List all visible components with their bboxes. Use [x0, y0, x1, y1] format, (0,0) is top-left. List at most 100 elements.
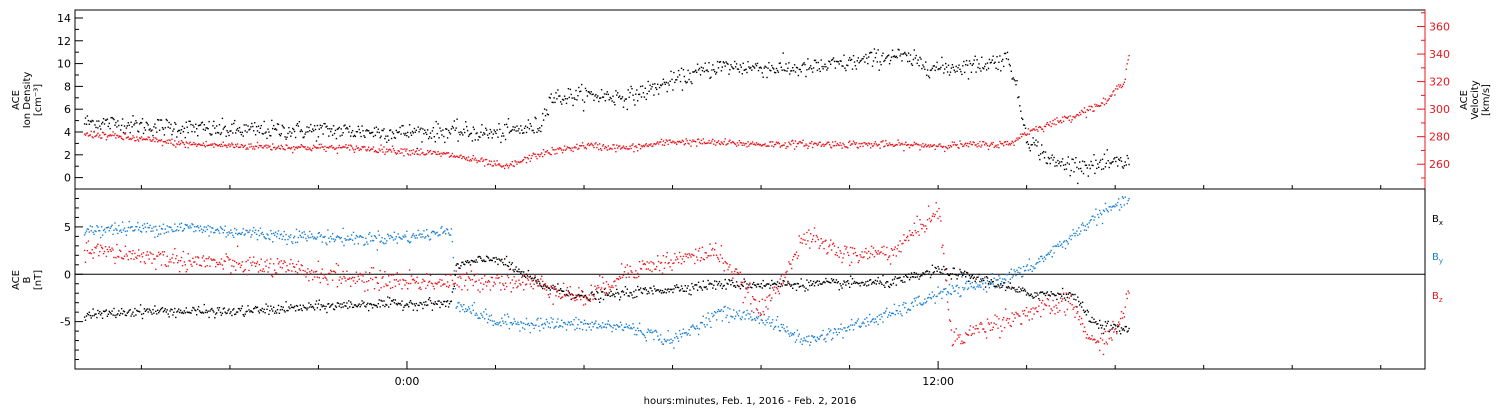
data-point-velocity — [688, 143, 690, 145]
data-point-velocity — [296, 147, 299, 149]
data-point-velocity — [973, 141, 975, 144]
data-point-density — [710, 76, 712, 78]
data-point-velocity — [1112, 91, 1114, 93]
data-point-by — [1068, 237, 1070, 240]
data-point-velocity — [589, 144, 591, 146]
data-point-density — [601, 96, 604, 98]
data-point-velocity — [459, 155, 461, 157]
data-point-bz — [150, 252, 152, 255]
data-point-density — [324, 123, 326, 125]
data-point-bx — [125, 314, 128, 317]
data-point-by — [128, 220, 130, 223]
data-point-by — [872, 318, 875, 320]
data-point-bx — [1049, 295, 1051, 297]
data-point-density — [763, 67, 765, 69]
data-point-by — [1079, 233, 1081, 235]
data-point-bx — [496, 258, 498, 260]
data-point-by — [671, 341, 673, 344]
data-point-bz — [272, 276, 274, 278]
data-point-density — [845, 69, 847, 72]
data-point-by — [621, 328, 624, 331]
velocity-axis-label: ACE Velocity [km/s] — [1459, 80, 1492, 119]
data-point-density — [354, 135, 357, 138]
data-point-by — [689, 334, 691, 336]
data-point-density — [666, 90, 668, 93]
data-point-bz — [335, 263, 338, 265]
data-point-bx — [153, 312, 155, 314]
data-point-density — [672, 89, 674, 91]
data-point-bz — [151, 262, 153, 264]
data-point-bz — [293, 266, 295, 268]
data-point-bx — [899, 276, 901, 279]
data-point-bz — [344, 277, 346, 279]
data-point-by — [993, 277, 995, 279]
data-point-by — [1096, 224, 1098, 226]
data-point-density — [616, 94, 618, 96]
data-point-velocity — [595, 142, 597, 144]
data-point-velocity — [361, 146, 363, 148]
data-point-bx — [583, 295, 586, 297]
data-point-density — [1054, 165, 1056, 167]
data-point-bx — [222, 308, 224, 310]
data-point-velocity — [96, 134, 98, 136]
data-point-velocity — [779, 146, 781, 148]
data-point-by — [583, 319, 586, 322]
data-point-bx — [454, 274, 456, 276]
data-point-by — [782, 324, 784, 326]
data-point-density — [335, 137, 338, 140]
data-point-by — [1128, 198, 1130, 200]
data-point-density — [977, 66, 979, 69]
data-point-by — [648, 330, 650, 332]
data-point-velocity — [796, 142, 799, 145]
data-point-by — [759, 312, 762, 314]
data-point-velocity — [811, 140, 813, 143]
data-point-bz — [125, 253, 128, 255]
data-point-bx — [197, 308, 199, 311]
data-point-by — [973, 286, 975, 288]
data-point-velocity — [704, 142, 706, 145]
data-point-bx — [242, 314, 244, 316]
data-point-by — [380, 240, 382, 242]
data-point-bx — [1121, 329, 1124, 331]
data-point-density — [373, 127, 376, 129]
data-point-by — [155, 225, 157, 228]
data-point-velocity — [733, 141, 735, 144]
data-point-by — [373, 235, 376, 237]
data-point-velocity — [332, 146, 335, 149]
data-point-bx — [584, 294, 587, 297]
data-point-bz — [485, 281, 487, 283]
data-point-velocity — [969, 141, 972, 143]
data-point-by — [1113, 205, 1115, 207]
data-point-bx — [331, 304, 333, 306]
data-point-velocity — [687, 142, 689, 144]
data-point-by — [690, 326, 692, 328]
data-point-velocity — [228, 143, 230, 145]
data-point-velocity — [792, 142, 795, 144]
data-point-density — [165, 118, 167, 121]
data-point-by — [450, 228, 453, 230]
data-point-bx — [750, 286, 752, 288]
data-point-velocity — [999, 140, 1001, 143]
data-point-bz — [350, 277, 353, 280]
data-point-density — [633, 99, 635, 101]
data-point-by — [685, 332, 687, 334]
data-point-by — [198, 230, 201, 232]
data-point-bx — [928, 271, 931, 273]
data-point-density — [1019, 105, 1021, 107]
data-point-velocity — [559, 147, 561, 149]
data-point-by — [378, 234, 380, 236]
data-point-bx — [575, 296, 577, 299]
data-point-bz — [419, 286, 421, 288]
data-point-by — [879, 318, 881, 321]
data-point-by — [858, 325, 860, 327]
data-point-by — [314, 238, 317, 240]
data-point-by — [691, 325, 693, 327]
data-point-density — [820, 59, 822, 61]
data-point-bx — [392, 299, 395, 301]
data-point-density — [254, 134, 257, 136]
data-point-density — [504, 138, 507, 141]
data-point-bx — [199, 311, 202, 314]
data-point-by — [531, 323, 533, 325]
data-point-by — [739, 317, 742, 320]
data-point-velocity — [577, 148, 579, 150]
